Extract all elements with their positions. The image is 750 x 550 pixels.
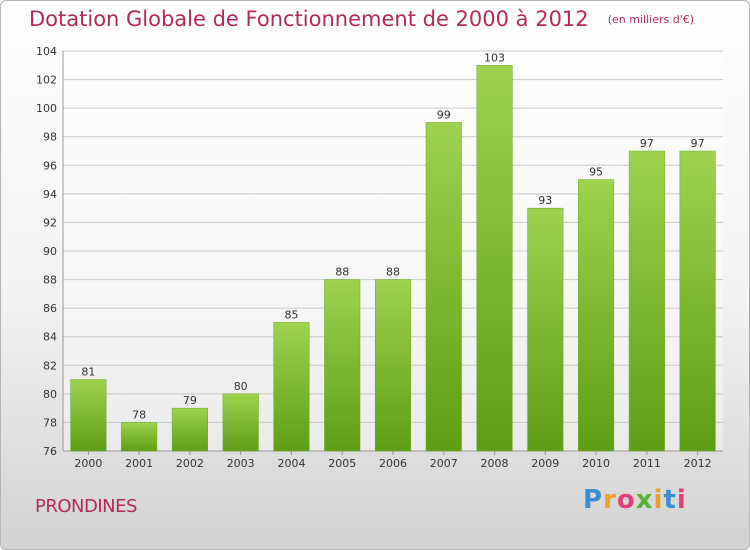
bar-value-label: 97 bbox=[640, 137, 654, 150]
logo-letter: i bbox=[653, 485, 664, 515]
x-tick-label: 2010 bbox=[582, 457, 610, 470]
logo-letter: i bbox=[676, 485, 687, 515]
y-tick-label: 98 bbox=[43, 131, 57, 144]
commune-name: PRONDINES bbox=[35, 496, 137, 517]
x-tick-label: 2000 bbox=[74, 457, 102, 470]
bar-value-label: 88 bbox=[335, 266, 349, 279]
bar-value-label: 85 bbox=[284, 308, 298, 321]
logo-letter: r bbox=[603, 485, 617, 515]
logo-letter: P bbox=[583, 485, 604, 515]
bar bbox=[679, 150, 716, 452]
bar bbox=[121, 422, 158, 452]
y-tick-label: 76 bbox=[43, 445, 57, 458]
bar bbox=[628, 150, 665, 452]
x-tick-label: 2012 bbox=[684, 457, 712, 470]
y-tick-label: 78 bbox=[43, 416, 57, 429]
chart-subtitle: (en milliers d'€) bbox=[607, 13, 695, 26]
y-tick-label: 94 bbox=[43, 188, 57, 201]
x-tick-label: 2003 bbox=[227, 457, 255, 470]
bar-value-label: 95 bbox=[589, 166, 603, 179]
y-tick-label: 104 bbox=[36, 45, 57, 58]
bar-value-label: 97 bbox=[691, 137, 705, 150]
chart-title: Dotation Globale de Fonctionnement de 20… bbox=[29, 7, 589, 31]
bar bbox=[273, 322, 310, 452]
y-tick-label: 100 bbox=[36, 102, 57, 115]
y-tick-label: 96 bbox=[43, 159, 57, 172]
y-tick-label: 82 bbox=[43, 359, 57, 372]
bar bbox=[324, 279, 361, 452]
bar-value-label: 99 bbox=[437, 108, 451, 121]
bar-value-label: 93 bbox=[538, 194, 552, 207]
bar-value-label: 78 bbox=[132, 408, 146, 421]
proxiti-logo: Proxiti bbox=[583, 485, 687, 515]
logo-letter: x bbox=[635, 485, 654, 515]
y-tick-label: 92 bbox=[43, 216, 57, 229]
title-block: Dotation Globale de Fonctionnement de 20… bbox=[29, 7, 694, 31]
bar bbox=[527, 207, 564, 452]
x-tick-label: 2001 bbox=[125, 457, 153, 470]
y-tick-label: 80 bbox=[43, 388, 57, 401]
bar bbox=[171, 407, 208, 452]
logo-letter: t bbox=[663, 485, 677, 515]
bar bbox=[70, 379, 107, 452]
bar bbox=[374, 279, 412, 452]
bar-value-label: 103 bbox=[484, 51, 505, 64]
bar bbox=[476, 65, 513, 452]
bar bbox=[578, 179, 615, 452]
bar-value-label: 79 bbox=[183, 394, 197, 407]
bar-value-label: 88 bbox=[386, 266, 400, 279]
bar-value-label: 80 bbox=[234, 380, 248, 393]
bar bbox=[222, 393, 259, 452]
y-tick-label: 88 bbox=[43, 274, 57, 287]
y-tick-label: 86 bbox=[43, 302, 57, 315]
x-tick-label: 2002 bbox=[176, 457, 204, 470]
x-tick-label: 2007 bbox=[430, 457, 458, 470]
x-tick-label: 2008 bbox=[481, 457, 509, 470]
logo-letter: o bbox=[616, 485, 636, 515]
x-tick-label: 2004 bbox=[277, 457, 305, 470]
x-tick-label: 2006 bbox=[379, 457, 407, 470]
bar bbox=[425, 122, 462, 452]
x-tick-label: 2009 bbox=[531, 457, 559, 470]
y-tick-label: 102 bbox=[36, 74, 57, 87]
x-tick-label: 2011 bbox=[633, 457, 661, 470]
bar-value-label: 81 bbox=[81, 366, 95, 379]
y-tick-label: 84 bbox=[43, 331, 57, 344]
y-tick-label: 90 bbox=[43, 245, 57, 258]
x-tick-label: 2005 bbox=[328, 457, 356, 470]
